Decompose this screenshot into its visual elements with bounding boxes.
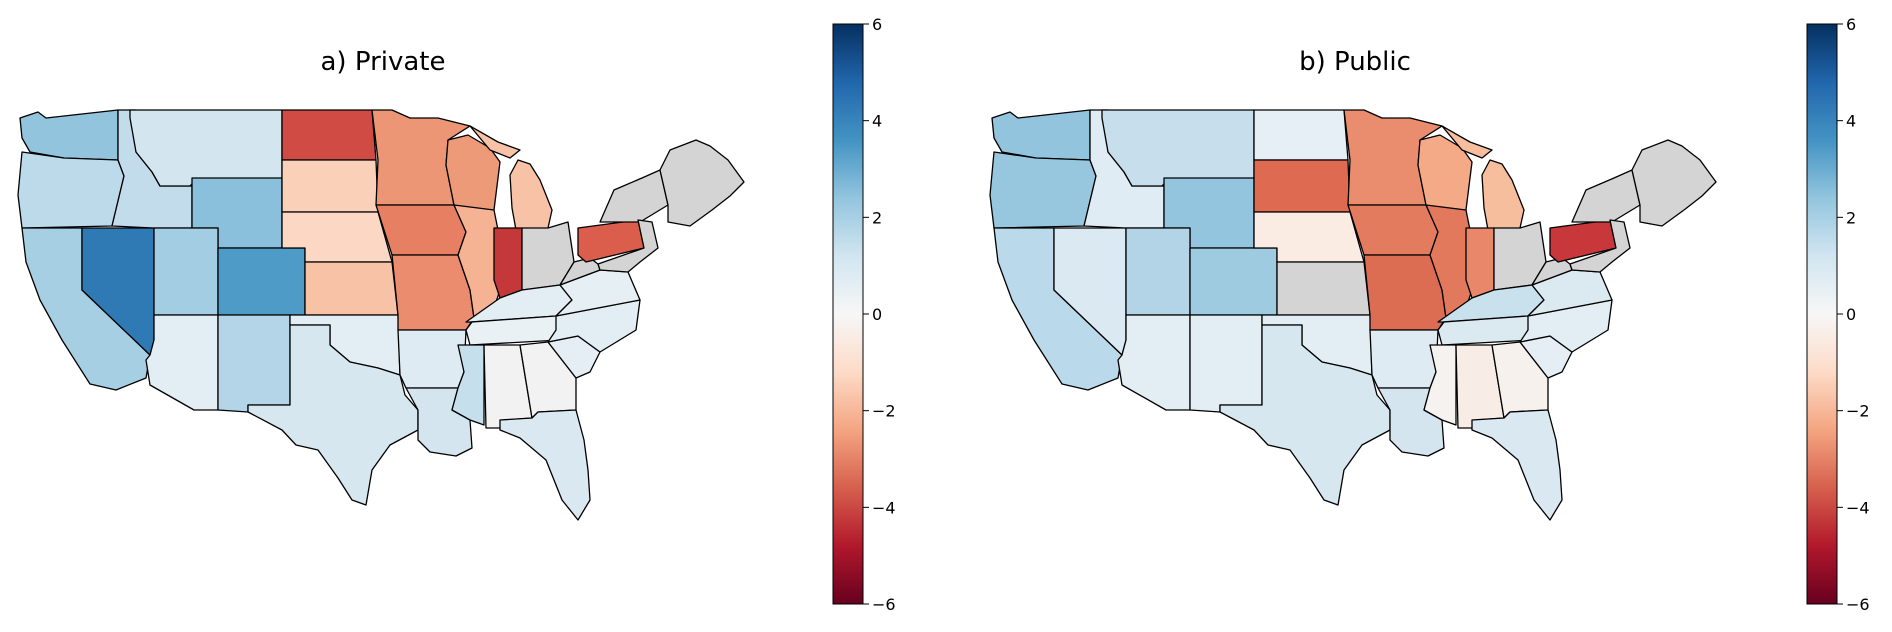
state-nm: [217, 314, 291, 413]
colorbar-tick-label: 6: [872, 15, 882, 34]
state-ny: [1571, 169, 1641, 223]
state-ut: [1125, 227, 1191, 316]
state-ne-reg: [1631, 139, 1717, 227]
state-in: [493, 227, 523, 299]
state-nc: [1519, 299, 1613, 353]
state-mid: [597, 219, 659, 273]
colorbar-tick-label: −6: [872, 595, 896, 614]
state-mi: [469, 125, 553, 231]
state-az: [145, 314, 219, 411]
state-in: [1465, 227, 1495, 299]
colorbar-tick-label: 0: [872, 305, 882, 324]
panel-b: b) Public 6 4 2 0 −2 −4 −6: [989, 15, 1870, 614]
state-wv: [1531, 257, 1573, 286]
colorbar-tick-label: 2: [872, 208, 882, 227]
state-ar: [397, 329, 467, 389]
panel-a: a) Private 6 4 2 0 −2 −4 −6: [17, 15, 896, 614]
state-nc: [547, 299, 641, 353]
state-ut: [153, 227, 219, 316]
colorbar-tick-label: 4: [1846, 112, 1856, 131]
state-ia: [1347, 204, 1439, 256]
state-mi: [1441, 125, 1525, 231]
colorbar-tick-label: −4: [1846, 498, 1870, 517]
state-ks: [304, 261, 399, 316]
colorbar-tick-label: −4: [872, 498, 896, 517]
panel-title: a) Private: [321, 47, 446, 77]
state-ks: [1276, 261, 1371, 316]
state-wv: [559, 257, 601, 286]
state-sd: [1253, 159, 1351, 213]
colorbar-gradient: [832, 23, 864, 605]
state-co: [1189, 247, 1278, 316]
state-mt: [1101, 109, 1255, 187]
colorbar-tick-label: 0: [1846, 305, 1856, 324]
colorbar-tick-label: 4: [872, 112, 882, 131]
state-fl: [499, 409, 591, 521]
colorbar-tick-label: −6: [1846, 595, 1870, 614]
state-fl: [1471, 409, 1563, 521]
state-ne-reg: [659, 139, 745, 227]
colorbar: 6 4 2 0 −2 −4 −6: [1806, 15, 1870, 614]
state-or: [17, 151, 125, 229]
state-az: [1117, 314, 1191, 411]
state-ia: [375, 204, 467, 256]
state-tx: [247, 324, 419, 506]
state-nd: [281, 109, 377, 161]
state-tx: [1219, 324, 1391, 506]
state-ny: [599, 169, 669, 223]
us-map: [989, 109, 1717, 521]
panel-title: b) Public: [1299, 47, 1411, 77]
state-ar: [1369, 329, 1439, 389]
colorbar: 6 4 2 0 −2 −4 −6: [832, 15, 896, 614]
colorbar-tick-label: 2: [1846, 208, 1856, 227]
state-nm: [1189, 314, 1263, 413]
colorbar-tick-label: −2: [872, 402, 896, 421]
state-sd: [281, 159, 379, 213]
state-mt: [129, 109, 283, 187]
colorbar-tick-label: −2: [1846, 402, 1870, 421]
state-wa: [991, 109, 1091, 161]
colorbar-gradient: [1806, 23, 1838, 605]
us-map: [17, 109, 745, 521]
state-or: [989, 151, 1097, 229]
state-co: [217, 247, 306, 316]
colorbar-tick-label: 6: [1846, 15, 1856, 34]
state-wa: [19, 109, 119, 161]
state-mid: [1569, 219, 1631, 273]
state-nd: [1253, 109, 1349, 161]
